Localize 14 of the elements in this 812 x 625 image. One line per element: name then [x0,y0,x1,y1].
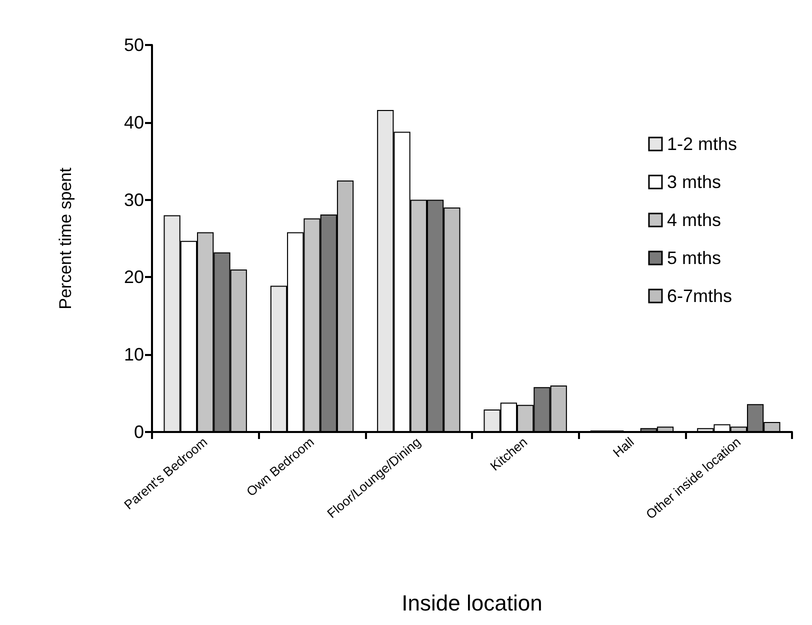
legend-label: 6-7mths [666,286,732,306]
legend-label: 1-2 mths [666,134,738,154]
legend-label: 3 mths [666,172,722,192]
x-axis-title: Inside location [402,590,542,616]
legend-label: 4 mths [666,210,722,230]
y-tick-label: 20 [124,267,144,288]
y-tick-label: 10 [124,344,144,365]
y-tick-label: 40 [124,112,144,132]
x-tick-label: Hall [610,434,637,460]
y-tick-label: 50 [124,35,144,55]
y-tick-label: 30 [124,190,144,210]
legend-label: 5 mths [666,248,722,268]
y-axis-title: Percent time spent [56,167,75,310]
y-tick-label: 0 [134,422,144,442]
